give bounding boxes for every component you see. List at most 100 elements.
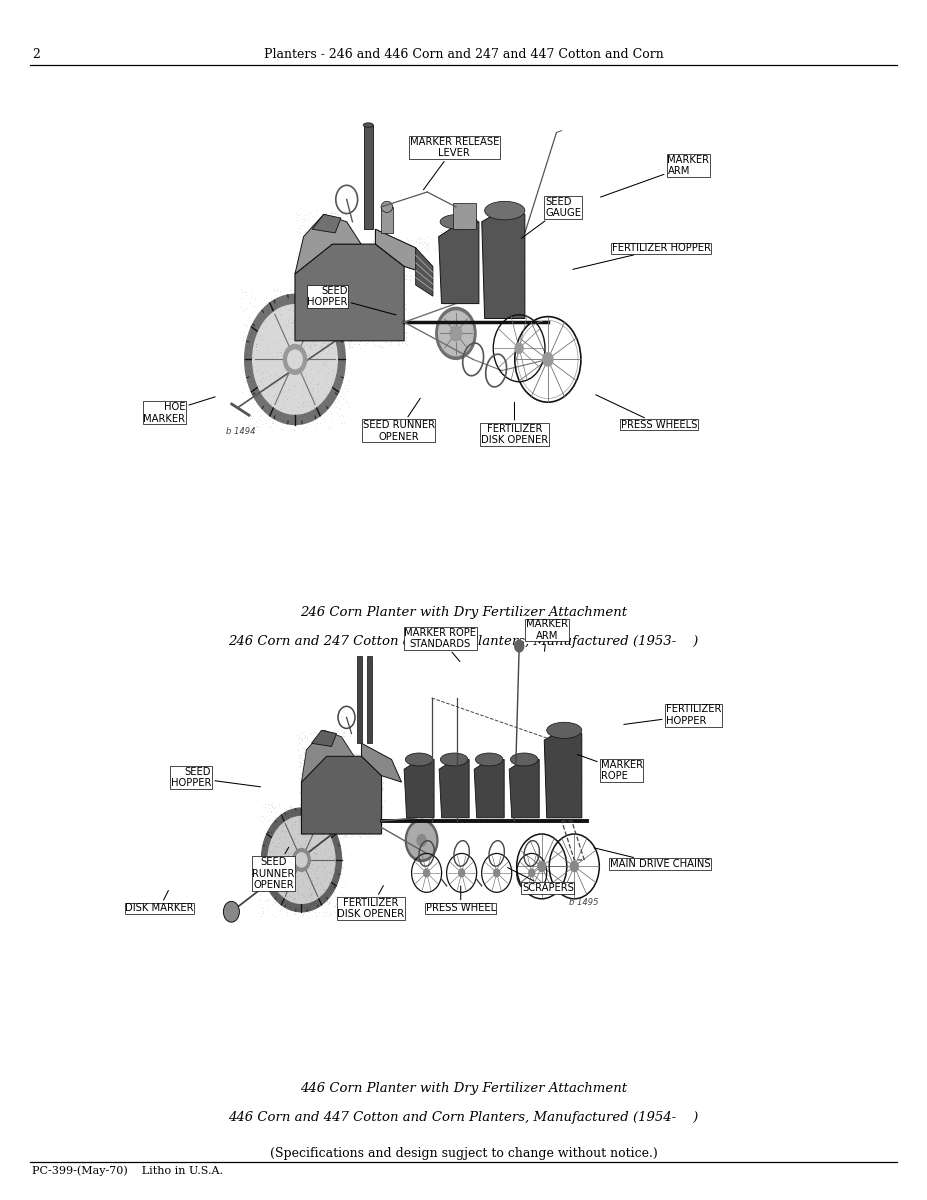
Point [511,271,526,290]
Point [334,750,349,769]
Point [298,325,313,344]
Point [248,416,263,436]
Point [409,773,424,792]
Point [350,263,365,282]
Point [475,793,489,812]
Point [375,290,390,310]
Point [387,299,402,318]
Point [512,233,527,252]
Point [319,313,334,332]
Ellipse shape [440,215,477,229]
Point [403,762,418,781]
Point [313,794,328,814]
Point [528,779,543,798]
Point [293,218,308,238]
Point [330,826,345,845]
Point [511,757,526,776]
Point [324,372,338,391]
Point [332,253,347,272]
Point [510,805,525,824]
Point [282,379,297,398]
Point [513,797,527,816]
Point [274,812,289,832]
Point [499,226,514,245]
Point [402,757,417,776]
Point [295,334,310,353]
Point [334,785,349,804]
Point [382,314,397,334]
Point [425,786,439,805]
Point [315,828,330,847]
Point [477,270,492,289]
Point [332,329,347,348]
Point [295,356,310,376]
Point [514,755,529,774]
Point [384,248,399,268]
Point [345,308,360,328]
Point [350,239,365,258]
Point [449,226,464,245]
Point [395,256,410,275]
Point [511,796,526,815]
Point [419,757,434,776]
Point [394,256,409,275]
Point [311,406,326,425]
Point [297,216,311,235]
Point [336,744,350,763]
Point [567,780,582,799]
Point [324,302,339,322]
Point [354,235,369,254]
Point [484,782,499,802]
Point [310,282,324,301]
Point [411,760,425,779]
Point [498,202,513,221]
Point [509,798,524,817]
Point [401,752,416,772]
Point [548,726,563,745]
Point [483,265,498,284]
Point [334,730,349,749]
Point [258,876,273,895]
Point [435,278,450,298]
Point [402,775,417,794]
Point [475,762,489,781]
Point [438,251,453,270]
Point [494,238,509,257]
Point [285,834,299,853]
Point [307,749,322,768]
Point [298,839,312,858]
Point [361,805,375,824]
Point [449,768,464,787]
Point [397,330,412,349]
Point [499,286,514,305]
Point [298,826,312,845]
Point [333,755,348,774]
Point [248,383,262,402]
Point [391,277,406,296]
Point [400,335,414,354]
Point [438,242,452,262]
Point [320,347,335,366]
Point [317,889,332,908]
Point [451,808,466,827]
Point [540,766,554,785]
Point [248,379,263,398]
Point [266,374,281,394]
Point [504,761,519,780]
Point [343,274,358,293]
Point [475,798,489,817]
Point [293,824,308,844]
Point [491,805,506,824]
Point [442,757,457,776]
Point [435,284,450,304]
Point [337,733,352,752]
Point [386,235,400,254]
Point [484,752,499,772]
Point [369,230,384,250]
Point [302,346,317,365]
Point [476,779,490,798]
Point [331,755,346,774]
Point [438,260,452,280]
Point [399,228,413,247]
Point [324,823,338,842]
